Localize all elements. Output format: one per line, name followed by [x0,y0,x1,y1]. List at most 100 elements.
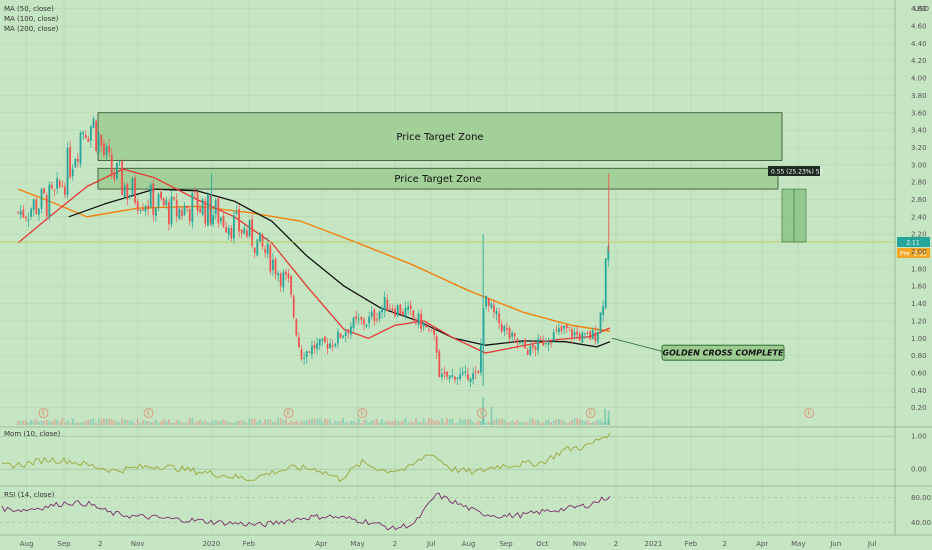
candle[interactable] [547,342,550,345]
candle[interactable] [357,319,360,321]
candle[interactable] [467,373,469,380]
candle[interactable] [196,191,199,211]
candle[interactable] [61,185,64,187]
candle[interactable] [472,373,475,380]
candle[interactable] [97,134,100,152]
candle[interactable] [38,208,40,215]
candle[interactable] [209,195,212,223]
candle[interactable] [53,190,56,191]
candle[interactable] [199,208,202,213]
candle[interactable] [321,338,324,341]
candle[interactable] [92,118,95,128]
candle[interactable] [342,335,345,338]
earnings-marker[interactable] [804,408,815,418]
candle[interactable] [368,316,371,324]
candle[interactable] [32,199,35,210]
candle[interactable] [266,243,269,254]
candle[interactable] [48,184,51,218]
candle[interactable] [113,173,116,180]
candle[interactable] [480,344,482,373]
candle[interactable] [493,305,495,313]
candle[interactable] [422,322,425,327]
candle[interactable] [243,228,246,235]
candle[interactable] [513,333,516,337]
candle[interactable] [121,161,124,195]
candle[interactable] [420,313,423,329]
candle[interactable] [300,349,303,359]
candle[interactable] [594,332,597,342]
candle[interactable] [508,327,511,339]
candle[interactable] [142,209,144,211]
candle[interactable] [441,374,443,378]
candle[interactable] [274,258,277,275]
candle[interactable] [295,319,298,336]
price-target-zones[interactable]: Price Target Zone Price Target Zone [97,112,783,190]
candle[interactable] [103,143,105,155]
candle[interactable] [456,377,459,379]
candle[interactable] [495,311,498,315]
candle[interactable] [394,308,397,316]
candle[interactable] [272,259,274,271]
candle[interactable] [144,206,147,212]
candle[interactable] [352,317,355,329]
legend-ma50[interactable]: MA (50, close) [4,5,54,13]
candle[interactable] [586,332,589,334]
earnings-marker[interactable] [477,408,487,418]
candle[interactable] [139,210,142,212]
candle[interactable] [558,328,560,333]
candle[interactable] [584,332,586,334]
candle[interactable] [389,308,391,310]
candle[interactable] [264,249,267,253]
candle[interactable] [526,349,529,355]
candle[interactable] [82,132,85,135]
candle[interactable] [105,146,108,156]
candle[interactable] [100,135,103,146]
candle[interactable] [40,189,43,209]
candle[interactable] [217,198,220,224]
candle[interactable] [214,200,217,215]
candle[interactable] [126,184,129,199]
candle[interactable] [459,374,462,379]
candle[interactable] [194,191,196,193]
candle[interactable] [261,234,264,247]
candle[interactable] [503,326,506,331]
candle[interactable] [576,331,579,335]
candle[interactable] [175,200,178,217]
candle[interactable] [212,215,215,224]
candle[interactable] [318,339,321,346]
candle[interactable] [129,195,131,198]
candle[interactable] [485,295,488,307]
candle[interactable] [30,208,33,217]
candle[interactable] [90,126,92,141]
candle[interactable] [287,273,290,279]
candle[interactable] [162,198,165,206]
candle[interactable] [417,313,420,325]
candle[interactable] [51,184,53,189]
candle[interactable] [516,339,519,344]
candle[interactable] [191,192,194,223]
earnings-marker[interactable] [585,408,596,418]
candle[interactable] [407,306,410,311]
candle[interactable] [160,191,163,199]
candle[interactable] [568,326,571,328]
candle[interactable] [87,138,90,143]
candle[interactable] [365,324,368,327]
candle[interactable] [225,227,228,233]
candle[interactable] [363,319,365,325]
candle[interactable] [183,205,186,216]
price-target-zone[interactable] [97,167,779,190]
annotations[interactable]: 0.55 (25.23%) 55 GOLDEN CROSS COMPLETE 2.1… [0,166,930,361]
candle[interactable] [74,158,77,168]
candle[interactable] [64,186,66,195]
candle[interactable] [381,307,384,313]
candle[interactable] [529,346,532,355]
candle[interactable] [329,343,332,349]
candle[interactable] [134,178,137,203]
candle[interactable] [391,308,394,311]
candle[interactable] [227,228,230,236]
candle[interactable] [446,371,449,377]
candle[interactable] [116,162,118,179]
candle[interactable] [360,317,363,320]
candle[interactable] [454,376,456,380]
